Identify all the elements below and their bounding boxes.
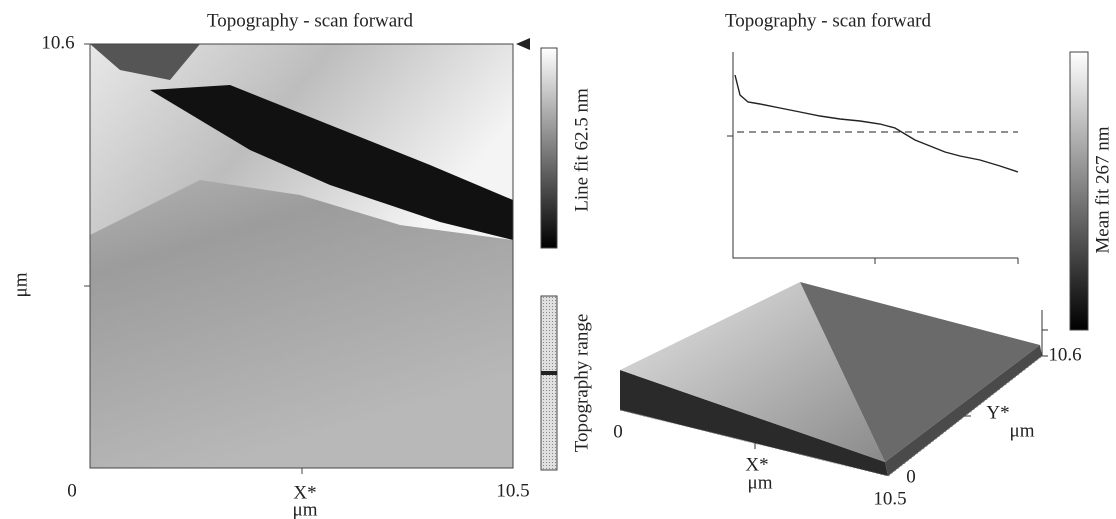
y-min-label: 0	[906, 466, 916, 487]
z-axis	[1041, 310, 1048, 357]
x-unit: μm	[748, 472, 773, 493]
range-marker	[541, 371, 557, 375]
y-max-label: 10.6	[1048, 344, 1081, 365]
surface-top	[800, 282, 1040, 462]
x-label: X*	[293, 482, 316, 503]
x-unit: μm	[293, 499, 318, 519]
x-max-label: 10.5	[873, 488, 906, 509]
profile-axes	[732, 52, 1018, 259]
x-min-label: 0	[67, 480, 77, 501]
range-bar	[540, 295, 558, 471]
colorbar-label: Mean fit 267 nm	[1092, 126, 1113, 253]
image-trench	[150, 85, 513, 240]
panel-title: Topography - scan forward	[725, 10, 932, 31]
colorbar	[540, 47, 558, 249]
y-max-label: 10.6	[41, 32, 74, 53]
image-region	[90, 44, 200, 80]
x-label: X*	[745, 454, 768, 475]
colorbar-label: Line fit 62.5 nm	[571, 88, 592, 212]
y-unit: μm	[1010, 420, 1035, 441]
scan-marker	[516, 38, 530, 50]
panel-title: Topography - scan forward	[207, 10, 414, 31]
colorbar	[1069, 51, 1089, 331]
surface-side	[620, 370, 888, 476]
surface-top	[620, 282, 885, 462]
profile-line	[734, 74, 1019, 173]
x-max-label: 10.5	[496, 480, 529, 501]
x-min-label: 0	[613, 421, 623, 442]
y-unit: μm	[10, 272, 31, 297]
surface-side	[885, 345, 1042, 476]
y-label: Y*	[986, 402, 1009, 423]
range-label: Topography range	[571, 314, 592, 452]
